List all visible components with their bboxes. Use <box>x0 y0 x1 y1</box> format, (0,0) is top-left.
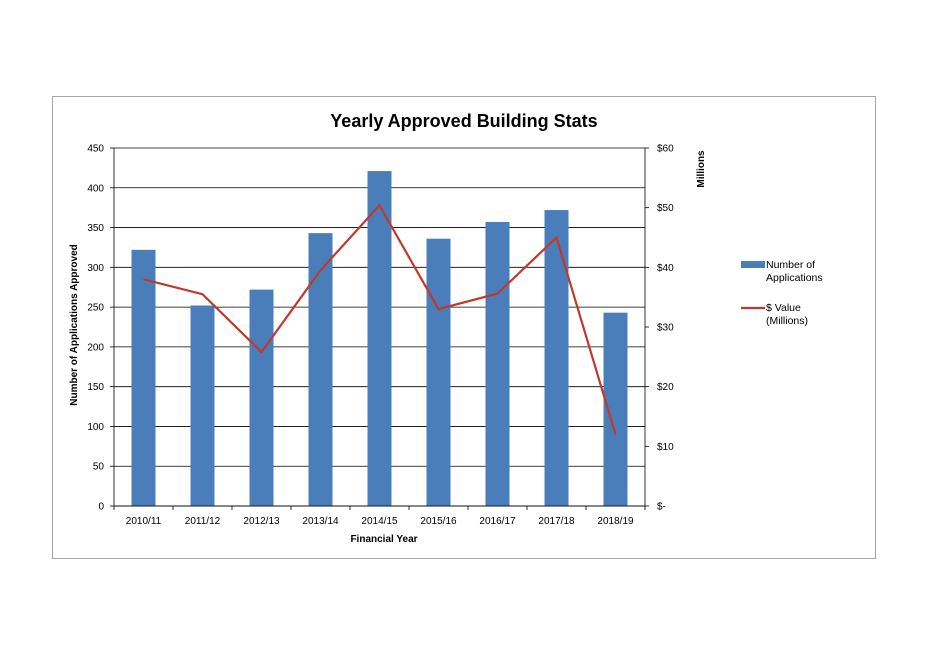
y-tick-label-8: 400 <box>87 183 104 194</box>
y-tick-label-9: 450 <box>87 144 104 155</box>
x-tick-label-2015/16: 2015/16 <box>420 516 457 527</box>
bar-2016/17 <box>485 221 510 506</box>
y2-axis-title: Millions <box>696 150 707 188</box>
x-tick-label-2014/15: 2014/15 <box>361 516 398 527</box>
y-tick-label-0: 0 <box>98 502 104 513</box>
y2-tick-label-1: $10 <box>657 442 674 453</box>
y2-tick-label-4: $40 <box>657 263 674 274</box>
legend-label-applications-0: Number of <box>766 259 815 271</box>
line-layer <box>143 203 617 435</box>
legend-swatch-applications <box>741 261 765 268</box>
bar-2015/16 <box>426 238 451 506</box>
bars-layer <box>131 171 628 506</box>
legend-label-value-1: (Millions) <box>766 315 808 327</box>
x-tick-label-2011/12: 2011/12 <box>185 516 221 527</box>
bar-2011/12 <box>190 305 215 506</box>
y2-tick-label-5: $50 <box>657 203 674 214</box>
bar-2012/13 <box>249 289 274 506</box>
y2-tick-label-2: $20 <box>657 382 674 393</box>
legend-label-applications-1: Applications <box>766 272 823 284</box>
axis-layer: 0 50 100 150 200 250 300 350 400 450 $- $10 $20 $30 $4… <box>87 144 674 528</box>
legend-label-value-0: $ Value <box>766 302 801 314</box>
y-tick-label-3: 150 <box>87 382 104 393</box>
bar-2013/14 <box>308 233 333 506</box>
y-axis-title: Number of Applications Approved <box>69 244 80 406</box>
y-tick-label-7: 350 <box>87 223 104 234</box>
x-tick-label-2018/19: 2018/19 <box>597 516 634 527</box>
bar-2017/18 <box>544 210 569 506</box>
y-tick-label-4: 200 <box>87 342 104 353</box>
y-tick-label-1: 50 <box>93 462 105 473</box>
y-tick-label-6: 300 <box>87 263 104 274</box>
x-tick-label-2012/13: 2012/13 <box>243 516 280 527</box>
y2-tick-label-0: $- <box>657 502 666 513</box>
chart-frame: Yearly Approved Building Stats 0 50 100 150… <box>52 96 876 559</box>
y2-tick-label-6: $60 <box>657 144 674 155</box>
y2-tick-label-3: $30 <box>657 323 674 334</box>
y-tick-label-5: 250 <box>87 303 104 314</box>
chart-title: Yearly Approved Building Stats <box>330 111 597 131</box>
bar-2010/11 <box>131 249 156 506</box>
x-axis-title: Financial Year <box>350 534 417 545</box>
x-tick-label-2017/18: 2017/18 <box>538 516 575 527</box>
chart-svg: Yearly Approved Building Stats 0 50 100 150… <box>69 111 823 545</box>
x-tick-label-2016/17: 2016/17 <box>479 516 516 527</box>
x-tick-label-2010/11: 2010/11 <box>126 516 162 527</box>
y-tick-label-2: 100 <box>87 422 104 433</box>
bar-2014/15 <box>367 171 392 506</box>
x-tick-label-2013/14: 2013/14 <box>302 516 339 527</box>
